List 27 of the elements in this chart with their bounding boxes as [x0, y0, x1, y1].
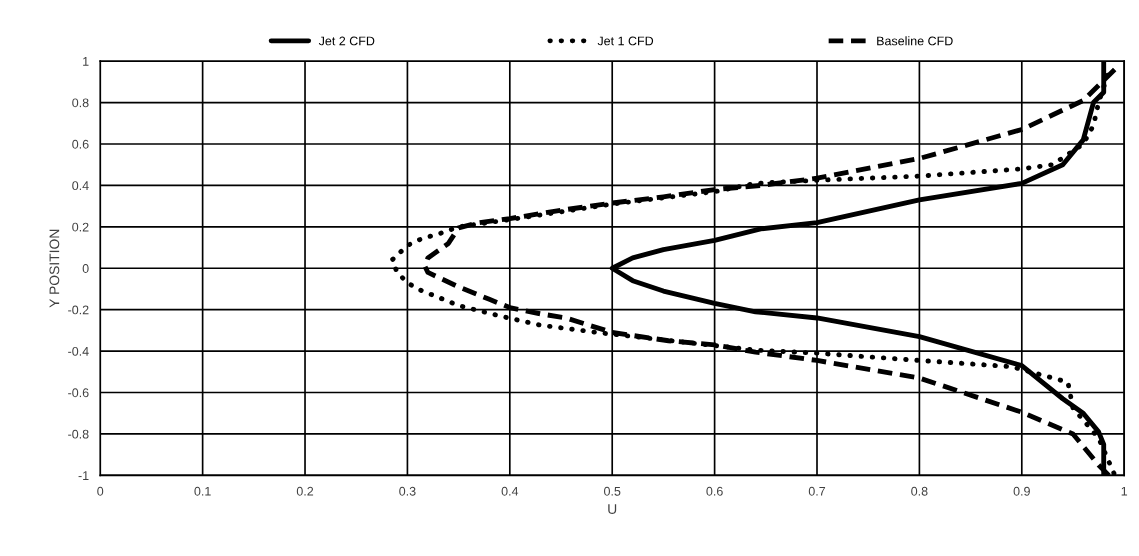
legend-label: Baseline CFD	[877, 36, 953, 46]
x-tick-label: 0.2	[296, 486, 314, 496]
legend-label: Jet 2 CFD	[318, 36, 375, 46]
y-tick-label: 0.4	[72, 181, 89, 191]
y-tick-label: 0.2	[72, 222, 89, 232]
x-tick-label: 0.3	[399, 486, 416, 496]
y-tick-label: -1	[78, 471, 89, 480]
x-tick-label: 1	[1121, 486, 1128, 496]
legend-label: Jet 1 CFD	[597, 36, 654, 46]
y-tick-label: 0.6	[72, 139, 89, 149]
x-tick-label: 0.4	[501, 486, 519, 496]
y-tick-label: -0.8	[68, 429, 89, 439]
y-tick-label: -0.6	[68, 388, 89, 398]
x-tick-label: 0.7	[808, 486, 826, 496]
x-tick-label: 0.1	[194, 486, 211, 496]
y-tick-label: -0.2	[68, 305, 89, 315]
y-tick-label: -0.4	[68, 346, 89, 356]
y-axis-title: Y POSITION	[49, 229, 60, 308]
x-tick-label: 0	[97, 486, 104, 496]
x-axis-title: U	[608, 504, 617, 514]
x-tick-label: 0.5	[604, 486, 621, 496]
y-tick-label: 0	[82, 264, 89, 273]
y-tick-label: 1	[83, 57, 89, 66]
x-tick-label: 0.9	[1013, 486, 1030, 496]
y-tick-label: 0.8	[72, 98, 89, 108]
x-tick-label: 0.8	[911, 486, 928, 496]
x-tick-label: 0.6	[706, 486, 723, 496]
